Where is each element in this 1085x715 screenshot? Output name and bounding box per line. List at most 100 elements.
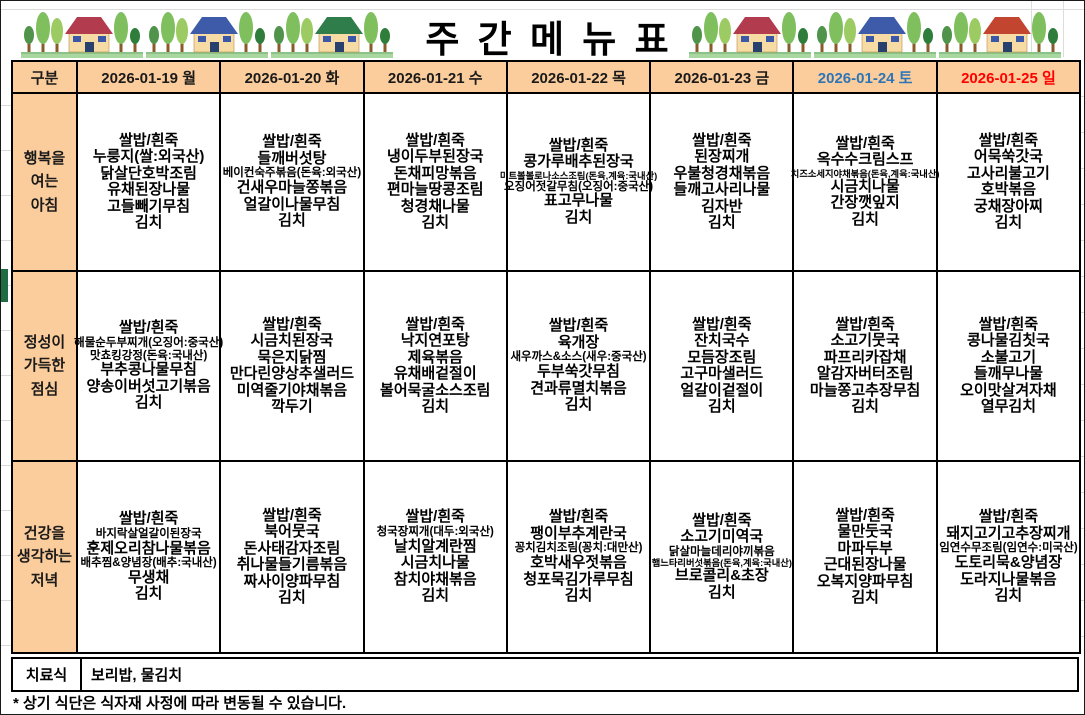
- menu-cell: 쌀밥/흰죽 콩가루배추된장국 미트볼볼로나소스조림(돈육,계육:국내산) 오징어젓갈무…: [500, 92, 657, 272]
- therapy-diet-table: 치료식 보리밥, 물김치: [11, 657, 1079, 692]
- meal-row-label-lunch: 정성이 가득한 점심: [11, 270, 78, 462]
- gridline: [1, 9, 1084, 10]
- menu-item: 브로콜리&초장: [675, 567, 769, 585]
- menu-item: 냉이두부된장국: [386, 148, 484, 165]
- menu-item: 청국장찌개(대두:외국산): [376, 525, 494, 538]
- menu-item: 묵은지닭찜: [257, 348, 327, 366]
- menu-item: 표고무나물: [544, 192, 614, 210]
- menu-item: 쌀밥/흰죽: [835, 315, 895, 333]
- menu-item: 소고기미역국: [680, 528, 764, 546]
- menu-item: 김치: [564, 587, 593, 605]
- menu-item: 들깨버섯탕: [257, 149, 327, 167]
- menu-item: 쌀밥/흰죽: [548, 317, 609, 335]
- menu-cell: 쌀밥/흰죽 소고기미역국 닭살마늘데리야끼볶음 햄느타리버섯볶음(돈육,계육:국내산)…: [649, 460, 795, 654]
- menu-item: 김치: [564, 396, 593, 414]
- menu-item: 유채된장나물: [107, 181, 191, 198]
- menu-cell: 쌀밥/흰죽 팽이부추계란국 꽁치김치조림(꽁치:대만산) 호박새우젓볶음 청포묵김가루무…: [505, 460, 652, 654]
- menu-item: 물만둣국: [837, 523, 893, 540]
- menu-cell: 쌀밥/흰죽 바지락살얼갈이된장국 훈제오리참나물볶음 배추찜&양념장(배추:국내산) 무…: [75, 460, 222, 654]
- gridline: [1031, 1, 1032, 57]
- menu-item: 시금치나물: [400, 554, 470, 572]
- house-trees-icon: [689, 12, 811, 58]
- day-header: 2026-01-24 토: [792, 60, 938, 94]
- header-row: 구분 2026-01-19 월 2026-01-20 화 2026-01-21 수 20…: [11, 60, 1082, 94]
- menu-item: 쌀밥/흰죽: [692, 131, 752, 149]
- gridline-right-margin: [1077, 61, 1084, 651]
- menu-item: 콩가루배추된장국: [523, 153, 634, 171]
- meal-row-label-dinner: 건강을 생각하는 저녁: [11, 460, 78, 654]
- menu-item: 햄느타리버섯볶음(돈육,계육:국내산): [651, 558, 792, 569]
- menu-cell: 쌀밥/흰죽 콩나물김칫국 소불고기 들깨무나물 오이맛살겨자채 열무김치: [935, 270, 1082, 462]
- menu-cell: 쌀밥/흰죽 북어뭇국 돈사태감자조림 취나물들기름볶음 짜사이양파무침 김치: [219, 460, 365, 654]
- menu-item: 배추찜&양념장(배추:국내산): [80, 557, 217, 569]
- menu-item: 얼갈이나물무침: [243, 195, 341, 213]
- menu-item: 미역줄기야채볶음: [236, 381, 348, 399]
- menu-item: 김치: [134, 214, 163, 231]
- menu-item: 콩나물김칫국: [967, 332, 1050, 349]
- menu-item: 우불청경채볶음: [673, 164, 771, 182]
- house-trees-icon: [146, 12, 268, 58]
- menu-item: 쌀밥/흰죽: [118, 319, 179, 337]
- menu-item: 짜사이양파무침: [243, 572, 341, 590]
- meal-row-label-breakfast: 행복을 여는 아침: [11, 92, 78, 272]
- menu-item: 임연수무조림(임연수:미국산): [939, 542, 1078, 555]
- menu-cell: 쌀밥/흰죽 된장찌개 우불청경채볶음 들깨고사리나물 김자반 김치: [649, 92, 795, 272]
- meal-row-breakfast: 행복을 여는 아침 쌀밥/흰죽 누룽지(쌀:외국산) 닭살단호박조림 유채된장나물 고들빼기무…: [11, 92, 1082, 272]
- menu-item: 마늘쫑고추장무침: [809, 381, 921, 399]
- menu-cell: 쌀밥/흰죽 소고기뭇국 파프리카잡채 알감자버터조림 마늘쫑고추장무침 김치: [792, 270, 938, 462]
- menu-item: 부추콩나물무침: [100, 361, 197, 379]
- menu-item: 양송이버섯고기볶음: [86, 377, 211, 395]
- menu-item: 마파두부: [837, 539, 893, 557]
- menu-item: 깍두기: [271, 398, 313, 415]
- gridline: [1063, 1, 1064, 57]
- menu-cell: 쌀밥/흰죽 시금치된장국 묵은지닭찜 만다린양상추샐러드 미역줄기야채볶음 깍두기: [219, 270, 365, 462]
- houses-trees-decor-right: [689, 5, 1061, 59]
- gridline-left-margin: [1, 61, 11, 651]
- menu-item: 옥수수크림스프: [816, 151, 914, 169]
- menu-item: 유채배겉절이: [393, 365, 477, 382]
- green-cell-strip: [1, 269, 8, 302]
- menu-item: 김치: [708, 583, 736, 601]
- menu-item: 쌀밥/흰죽: [405, 131, 465, 149]
- menu-item: 쌀밥/흰죽: [835, 506, 895, 524]
- menu-item: 미트볼볼로나소스조림(돈육,계육:국내산): [499, 170, 658, 181]
- menu-item: 북어뭇국: [264, 523, 320, 540]
- menu-item: 도라지나물볶음: [960, 570, 1057, 588]
- meal-row-dinner: 건강을 생각하는 저녁 쌀밥/흰죽 바지락살얼갈이된장국 훈제오리참나물볶음 배추찜&양념장…: [11, 460, 1082, 654]
- therapy-value: 보리밥, 물김치: [80, 657, 1079, 692]
- menu-cell: 쌀밥/흰죽 육개장 새우까스&소스(새우:중국산) 두부쑥갓무침 견과류멸치볶음 김치: [505, 270, 652, 462]
- menu-item: 소고기뭇국: [830, 332, 900, 349]
- menu-item: 들깨무나물: [973, 365, 1043, 382]
- menu-item: 닭살단호박조림: [100, 164, 197, 182]
- menu-item: 쌀밥/흰죽: [405, 508, 465, 526]
- menu-item: 베이컨숙주볶음(돈육:외국산): [222, 167, 362, 180]
- menu-item: 오복지양파무침: [816, 572, 914, 590]
- day-header: 2026-01-19 월: [75, 60, 222, 94]
- menu-item: 궁채장아찌: [973, 197, 1043, 215]
- menu-item: 견과류멸치볶음: [530, 379, 627, 397]
- menu-item: 볼어묵굴소스조림: [380, 381, 491, 399]
- menu-item: 만다린양상추샐러드: [229, 365, 355, 382]
- menu-item: 해물순두부찌개(오징어:중국산): [74, 336, 224, 349]
- menu-cell: 쌀밥/흰죽 옥수수크림스프 치즈소세지야채볶음(돈육,계육:국내산) 시금치나물 간장깻…: [791, 92, 940, 272]
- menu-item: 쌀밥/흰죽: [262, 506, 322, 524]
- house-trees-icon: [21, 12, 143, 58]
- menu-item: 김자반: [701, 197, 743, 215]
- menu-item: 김치: [851, 210, 879, 228]
- footnote: * 상기 식단은 식자재 사정에 따라 변동될 수 있습니다.: [13, 695, 347, 712]
- meal-row-lunch: 정성이 가득한 점심 쌀밥/흰죽 해물순두부찌개(오징어:중국산) 맛쵸킹강정(돈육:국내…: [11, 270, 1082, 462]
- menu-item: 김치: [708, 214, 736, 231]
- menu-item: 김치: [564, 208, 593, 226]
- therapy-label: 치료식: [11, 657, 82, 692]
- menu-item: 알감자버터조림: [816, 365, 914, 382]
- menu-item: 건새우마늘쫑볶음: [236, 179, 348, 197]
- menu-item: 쌀밥/흰죽: [118, 131, 179, 149]
- menu-item: 팽이부추계란국: [530, 524, 627, 542]
- menu-item: 호박볶음: [980, 181, 1037, 198]
- menu-item: 김치: [851, 398, 879, 415]
- menu-item: 오징어젓갈무침(오징어:중국산): [504, 180, 654, 193]
- menu-cell: 쌀밥/흰죽 돼지고기고추장찌개 임연수무조림(임연수:미국산) 도토리묵&양념장 도라지…: [935, 460, 1082, 654]
- menu-item: 치즈소세지야채볶음(돈육,계육:국내산): [790, 168, 940, 179]
- menu-item: 고사리불고기: [967, 164, 1050, 182]
- menu-item: 도토리묵&양념장: [954, 554, 1063, 572]
